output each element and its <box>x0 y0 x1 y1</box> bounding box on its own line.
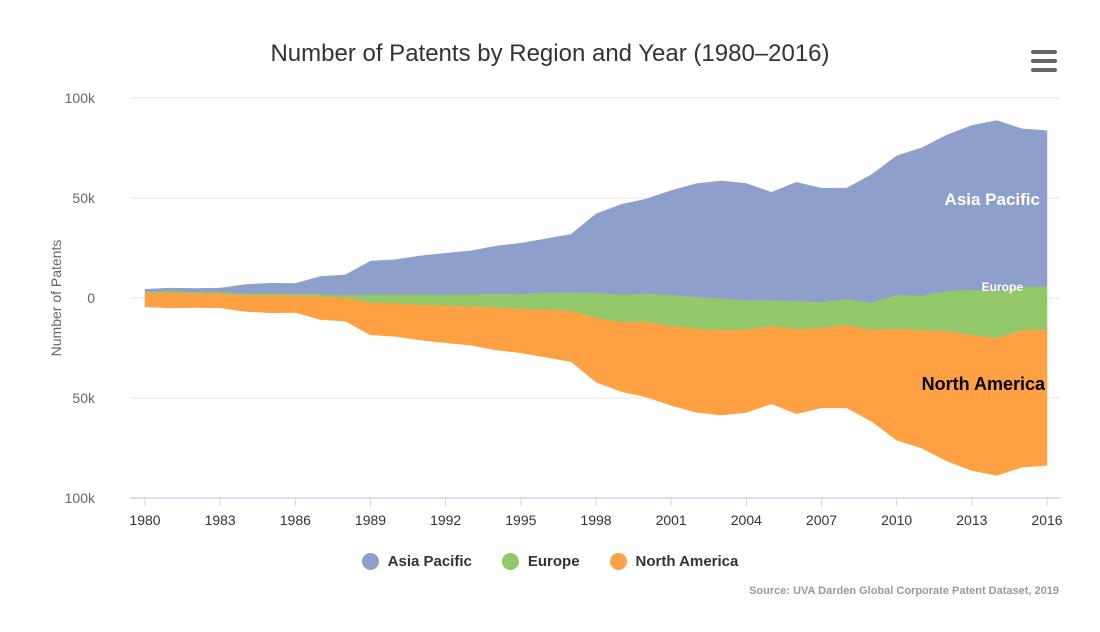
legend-swatch-asia-pacific <box>361 553 379 570</box>
y-tick-label: 50k <box>72 190 96 206</box>
legend-swatch-north-america <box>609 553 627 570</box>
x-tick-label: 1995 <box>505 512 536 528</box>
area-asia-pacific <box>144 120 1048 303</box>
x-tick-label: 1983 <box>205 512 236 528</box>
y-tick-label: 100k <box>65 490 96 506</box>
x-tick-label: 1998 <box>580 512 611 528</box>
x-tick-label: 1986 <box>280 512 311 528</box>
legend-label: Europe <box>527 553 580 570</box>
menu-line <box>1031 59 1057 63</box>
series-label-north-america: North America <box>922 374 1046 394</box>
y-tick-label: 50k <box>72 390 96 406</box>
x-tick-label: 2004 <box>731 512 762 528</box>
legend-item-north-america[interactable]: North America <box>609 553 739 570</box>
source-credit: Source: UVA Darden Global Corporate Pate… <box>749 585 1059 597</box>
x-tick-label: 2010 <box>881 512 912 528</box>
series-label-europe: Europe <box>982 280 1024 294</box>
menu-line <box>1031 68 1057 72</box>
legend-item-europe[interactable]: Europe <box>501 553 580 570</box>
series-label-asia-pacific: Asia Pacific <box>945 190 1040 209</box>
menu-line <box>1031 50 1057 54</box>
legend-item-asia-pacific[interactable]: Asia Pacific <box>361 553 472 570</box>
x-tick-label: 1980 <box>129 512 160 528</box>
x-tick-label: 2007 <box>806 512 837 528</box>
x-tick-label: 2013 <box>956 512 987 528</box>
legend-label: North America <box>635 553 739 570</box>
x-tick-label: 2016 <box>1031 512 1062 528</box>
x-tick-label: 1992 <box>430 512 461 528</box>
legend-swatch-europe <box>501 553 519 570</box>
legend-label: Asia Pacific <box>387 553 472 570</box>
y-tick-label: 100k <box>65 90 96 106</box>
x-tick-label: 2001 <box>656 512 687 528</box>
hamburger-menu-icon[interactable] <box>1029 50 1059 74</box>
chart-title: Number of Patents by Region and Year (19… <box>270 40 830 67</box>
x-tick-label: 1989 <box>355 512 386 528</box>
legend: Asia Pacific Europe North America <box>0 553 1100 570</box>
y-tick-label: 0 <box>87 290 95 306</box>
